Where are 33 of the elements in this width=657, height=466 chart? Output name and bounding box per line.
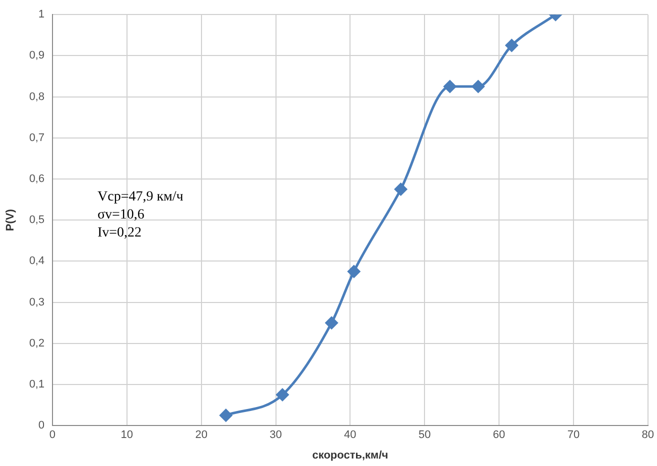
point [472, 80, 484, 93]
point [505, 39, 518, 52]
y-tick-label: 0,6 [29, 173, 44, 186]
x-tick-label: 30 [270, 429, 282, 442]
y-tick-label: 0,8 [29, 90, 44, 103]
x-tick-label: 50 [418, 429, 431, 442]
x-axis-title: скорость,км/ч [312, 449, 388, 462]
x-tick-label: 0 [49, 429, 56, 442]
x-tick-label: 40 [344, 429, 356, 442]
annotation: σv=10,6 [97, 207, 144, 222]
y-tick-label: 0 [38, 420, 44, 432]
y-axis-title: P(V) [4, 208, 17, 232]
point [444, 80, 456, 93]
x-tick-label: 10 [120, 429, 134, 442]
annotation: Vcp=47,9 км/ч [97, 189, 184, 204]
y-tick-label: 0,7 [29, 132, 44, 144]
point [348, 265, 360, 278]
point [220, 409, 232, 422]
point [276, 388, 289, 402]
y-tick-label: 1 [38, 8, 44, 21]
point [325, 316, 338, 330]
point [394, 183, 408, 196]
x-tick-label: 60 [492, 429, 506, 442]
x-tick-label: 70 [567, 429, 580, 442]
y-tick-label: 0,4 [29, 255, 44, 268]
y-tick-label: 0,1 [29, 378, 44, 391]
y-tick-label: 0,2 [29, 337, 44, 350]
x-tick-label: 80 [642, 429, 654, 442]
y-tick-label: 0,5 [29, 214, 44, 226]
y-tick-label: 0,3 [29, 296, 44, 308]
y-tick-label: 0,9 [29, 50, 44, 62]
annotation: Iv=0,22 [97, 225, 142, 240]
x-tick-label: 20 [195, 429, 208, 442]
